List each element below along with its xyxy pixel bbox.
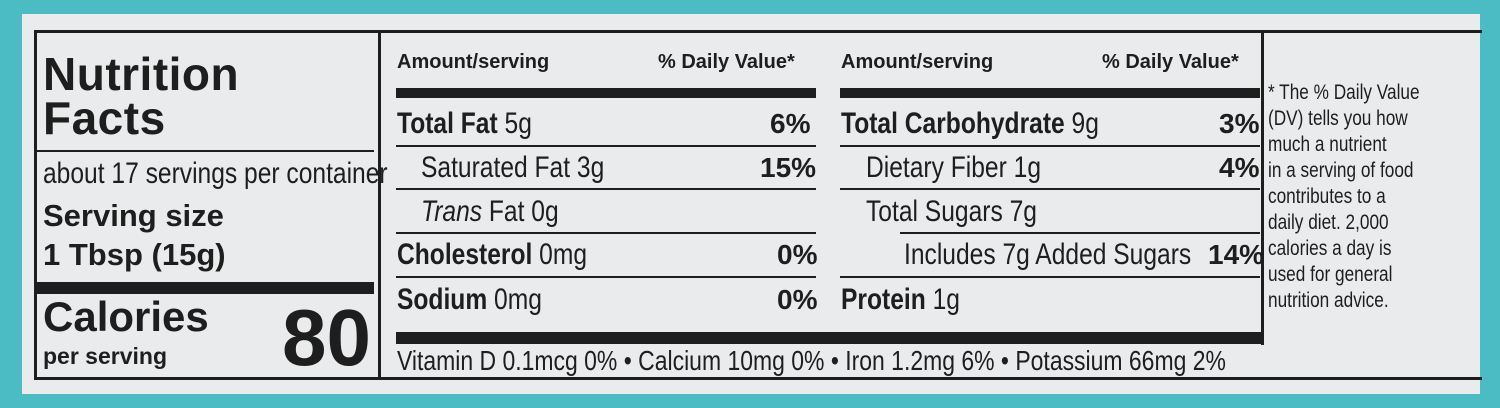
divider [396,276,816,278]
column-separator [1261,33,1264,345]
calories-value: 80 [282,293,371,382]
title-line1: Nutrition [43,48,240,100]
per-serving-label: per serving [43,343,167,369]
daily-value-header: % Daily Value* [1102,51,1239,73]
thick-divider [840,88,1260,98]
nutrient-row-total-carbohydrate: Total Carbohydrate 9g [841,107,1099,140]
vitamins-minerals-line: Vitamin D 0.1mcg 0% • Calcium 10mg 0% • … [397,345,1226,376]
nutrient-row-added-sugars: Includes 7g Added Sugars [904,238,1192,271]
nutrient-row-saturated-fat: Saturated Fat 3g [421,151,605,184]
thick-divider [396,88,816,98]
nutrient-dv: 15% [760,152,817,183]
nutrient-row-trans-fat: Trans Fat 0g [421,195,559,228]
divider [396,232,816,234]
nutrient-row-total-sugars: Total Sugars 7g [866,195,1037,228]
divider [840,145,1260,147]
calories-label: Calories [43,293,209,340]
daily-value-footnote: * The % Daily Value (DV) tells you how m… [1268,81,1420,312]
nutrient-row-dietary-fiber: Dietary Fiber 1g [866,151,1042,184]
nutrient-dv: 0% [777,284,818,315]
divider [900,232,1260,234]
divider [396,145,816,147]
column-separator [378,33,381,380]
divider [840,188,1260,190]
label-border [34,30,1482,380]
servings-per-container: about 17 servings per container [43,157,388,190]
divider [37,150,374,152]
nutrient-row-sodium: Sodium 0mg [397,283,542,316]
nutrient-dv: 4% [1219,152,1260,183]
daily-value-header: % Daily Value* [658,51,795,73]
amount-serving-header: Amount/serving [397,51,550,73]
nutrition-facts-title: Nutrition Facts [43,48,240,144]
amount-serving-header: Amount/serving [841,51,994,73]
title-line2: Facts [43,92,166,144]
divider [396,188,816,190]
divider [840,276,1260,278]
nutrient-dv: 3% [1219,108,1260,139]
serving-size-value: 1 Tbsp (15g) [43,237,226,272]
serving-size-label: Serving size [43,198,224,233]
nutrient-row-protein: Protein 1g [841,283,960,316]
nutrient-row-total-fat: Total Fat 5g [397,107,532,140]
nutrition-label-panel [22,14,1480,394]
nutrient-dv: 6% [770,108,811,139]
nutrient-row-cholesterol: Cholesterol 0mg [397,238,588,271]
nutrient-dv: 14% [1208,239,1265,270]
nutrient-dv: 0% [777,239,818,270]
thick-divider [37,282,374,294]
thick-divider [396,332,1262,344]
